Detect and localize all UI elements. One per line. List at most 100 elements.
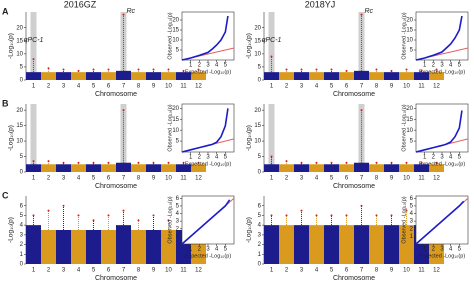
snp-cloud (116, 70, 131, 80)
x-tick-label: 3 (440, 155, 444, 161)
y-tick-label: 4 (176, 211, 180, 217)
y-axis-label: -Log₁₀(p) (246, 33, 253, 59)
peak-point (77, 161, 80, 164)
x-tick-label: 1 (189, 155, 193, 161)
snp-cloud (279, 225, 294, 264)
x-axis-label: Expected -Log₁₀(p) (419, 69, 465, 75)
x-tick-label: 5 (330, 268, 334, 274)
peak-point (375, 161, 378, 164)
x-tick-label: 9 (152, 176, 156, 182)
snp-cloud (384, 225, 399, 264)
snp-cloud (264, 72, 279, 80)
x-tick-label: 5 (458, 247, 462, 253)
y-tick-label: 10 (172, 38, 179, 44)
peak-point (32, 160, 35, 163)
peak-point (330, 68, 333, 71)
snp-cloud (384, 164, 399, 172)
y-tick-label: 20 (172, 18, 179, 24)
x-axis-label: Expected -Log₁₀(p) (185, 161, 231, 167)
snp-cloud (161, 164, 176, 172)
y-tick-label: 10 (406, 38, 413, 44)
y-tick-label: 20 (16, 108, 23, 114)
snp-cloud (429, 164, 444, 172)
peak-point (62, 68, 65, 71)
peak-point (285, 68, 288, 71)
y-tick-label: 15 (172, 117, 179, 123)
x-tick-label: 10 (403, 84, 410, 90)
x-tick-label: 9 (390, 84, 394, 90)
x-tick-label: 6 (345, 176, 349, 182)
x-tick-label: 12 (195, 84, 202, 90)
x-tick-label: 2 (198, 247, 202, 253)
x-axis-label: Chromosome (333, 91, 375, 98)
snp-cloud (294, 225, 309, 264)
x-tick-label: 7 (122, 268, 126, 274)
y-tick-label: 1 (410, 234, 414, 240)
x-tick-label: 6 (345, 84, 349, 90)
x-tick-label: 6 (107, 176, 111, 182)
x-tick-label: 2 (47, 176, 51, 182)
snp-cloud (429, 72, 444, 80)
x-tick-label: 7 (360, 176, 364, 182)
snp-cloud (309, 164, 324, 172)
highlight-band (268, 104, 275, 172)
y-tick-label: 0 (20, 170, 24, 176)
panel-letter: B (2, 98, 9, 108)
qq-frame (181, 103, 235, 153)
y-tick-label: 10 (406, 128, 413, 134)
x-tick-label: 11 (418, 268, 425, 274)
y-tick-label: 3 (258, 232, 262, 238)
x-tick-label: 2 (285, 268, 289, 274)
peak-point (122, 209, 125, 212)
y-tick-label: 15 (172, 28, 179, 34)
qq-curve (415, 200, 465, 245)
snp-cloud (414, 72, 429, 80)
x-tick-label: 3 (206, 63, 210, 69)
y-tick-label: 4 (20, 223, 24, 229)
peak-point (360, 204, 363, 207)
peak-point (152, 214, 155, 217)
peak-point (182, 69, 185, 72)
peak-point (47, 67, 50, 70)
annotation: Rc (127, 8, 136, 15)
snp-cloud (414, 164, 429, 172)
snp-cloud (354, 225, 369, 264)
x-tick-label: 5 (330, 84, 334, 90)
snp-cloud (86, 164, 101, 172)
snp-cloud (309, 72, 324, 80)
peak-point (405, 68, 408, 71)
x-tick-label: 12 (433, 176, 440, 182)
snp-cloud (264, 164, 279, 172)
x-tick-label: 10 (165, 176, 172, 182)
y-tick-label: 10 (16, 139, 23, 145)
snp-cloud (279, 72, 294, 80)
x-tick-label: 2 (432, 63, 436, 69)
x-tick-label: 1 (270, 176, 274, 182)
snp-cloud (324, 72, 339, 80)
peak-point (197, 68, 200, 71)
x-tick-label: 3 (300, 268, 304, 274)
snp-cloud (101, 230, 116, 264)
x-tick-label: 1 (423, 247, 427, 253)
snp-cloud (294, 164, 309, 172)
x-tick-label: 11 (180, 84, 187, 90)
x-tick-label: 8 (137, 268, 141, 274)
peak-point (152, 161, 155, 164)
x-tick-label: 7 (122, 176, 126, 182)
x-axis-label: Chromosome (95, 91, 137, 98)
snp-cloud (56, 164, 71, 172)
y-tick-label: 5 (176, 203, 180, 209)
snp-cloud (131, 72, 146, 80)
y-tick-label: 5 (258, 213, 262, 219)
peak-point (270, 155, 273, 158)
highlight-band (30, 12, 37, 80)
y-tick-label: 20 (16, 25, 23, 31)
x-tick-label: 8 (137, 84, 141, 90)
x-tick-label: 5 (458, 63, 462, 69)
x-tick-label: 11 (418, 176, 425, 182)
y-tick-label: 5 (410, 203, 414, 209)
snp-cloud (26, 164, 41, 172)
peak-point (62, 204, 65, 207)
x-tick-label: 12 (433, 84, 440, 90)
y-axis-label: Observed -Log₁₀(p) (167, 104, 173, 151)
